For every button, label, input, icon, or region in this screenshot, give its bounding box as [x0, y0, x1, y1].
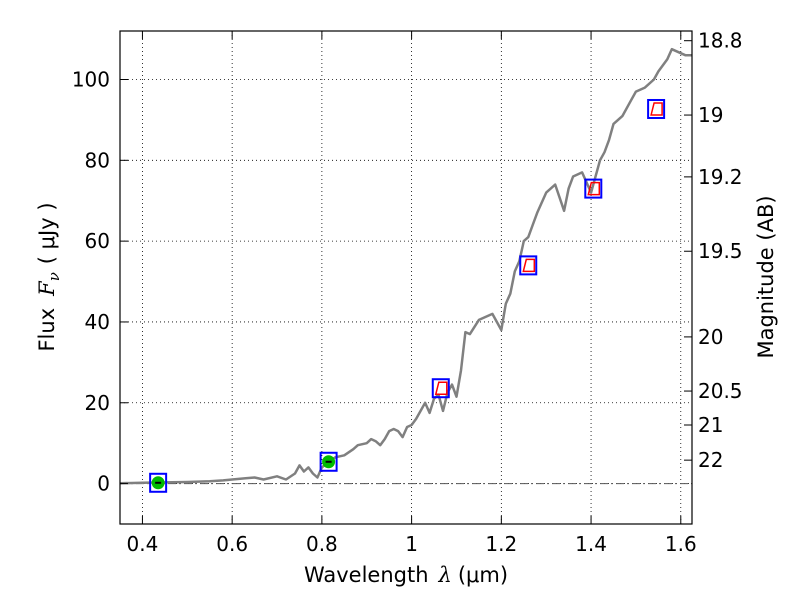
model-box — [587, 181, 601, 196]
y2-tick-label: 21 — [698, 413, 723, 437]
photometry-box — [584, 178, 603, 199]
x-tick-label: 1.4 — [575, 532, 607, 556]
x-tick-label: 0.8 — [306, 532, 338, 556]
marker-layer — [149, 98, 666, 493]
plot-frame — [119, 30, 693, 525]
model-box — [650, 102, 663, 116]
spectrum-line — [119, 47, 692, 485]
y2-tick-label: 20.5 — [698, 379, 743, 403]
y-tick-label: 40 — [85, 310, 110, 334]
x-axis-lambda: λ — [438, 563, 452, 587]
y-axis-subscript: ν — [45, 272, 63, 281]
y-axis-unit: ( μJy ) — [35, 202, 59, 264]
x-tick-label: 0.6 — [216, 532, 248, 556]
spectrum-layer — [119, 47, 692, 485]
grid-layer — [120, 31, 692, 524]
y-tick-label: 60 — [85, 229, 110, 253]
y-axis-symbol: F — [35, 280, 59, 297]
photometry-box — [319, 451, 338, 472]
photometry-box — [519, 255, 538, 276]
photometry-box — [647, 98, 666, 119]
y2-tick-label: 20 — [698, 325, 723, 349]
model-box — [434, 381, 448, 395]
x-tick-label: 1 — [405, 532, 418, 556]
y2-tick-label: 22 — [698, 448, 723, 472]
model-box — [522, 258, 536, 273]
tick-layer — [120, 31, 692, 524]
photometry-box — [431, 378, 450, 399]
x-axis-title-text: Wavelength — [304, 563, 429, 587]
photometry-box — [149, 472, 168, 493]
y-tick-label: 80 — [85, 148, 110, 172]
y-axis-title: Flux Fν ( μJy ) — [35, 202, 63, 351]
y2-axis-title: Magnitude (AB) — [754, 195, 778, 358]
y2-tick-label: 18.8 — [698, 29, 743, 53]
y2-tick-label: 19.2 — [698, 165, 743, 189]
y2-tick-label: 19 — [698, 103, 723, 127]
x-tick-label: 0.4 — [127, 532, 159, 556]
y-tick-label: 100 — [72, 67, 110, 91]
y2-tick-label: 19.5 — [698, 239, 743, 263]
x-axis-unit: (μm) — [458, 563, 508, 587]
x-tick-label: 1.6 — [665, 532, 697, 556]
y-axis-title-text: Flux — [35, 308, 59, 352]
x-axis-title: Wavelength λ (μm) — [304, 563, 508, 587]
y-tick-label: 20 — [85, 391, 110, 415]
tick-label-layer: 0.4 0.6 0.8 1 1.2 1.4 1.6 0 20 40 60 80 100 18.8 19 19.… — [72, 29, 743, 556]
x-tick-label: 1.2 — [485, 532, 517, 556]
y-tick-label: 0 — [97, 472, 110, 496]
